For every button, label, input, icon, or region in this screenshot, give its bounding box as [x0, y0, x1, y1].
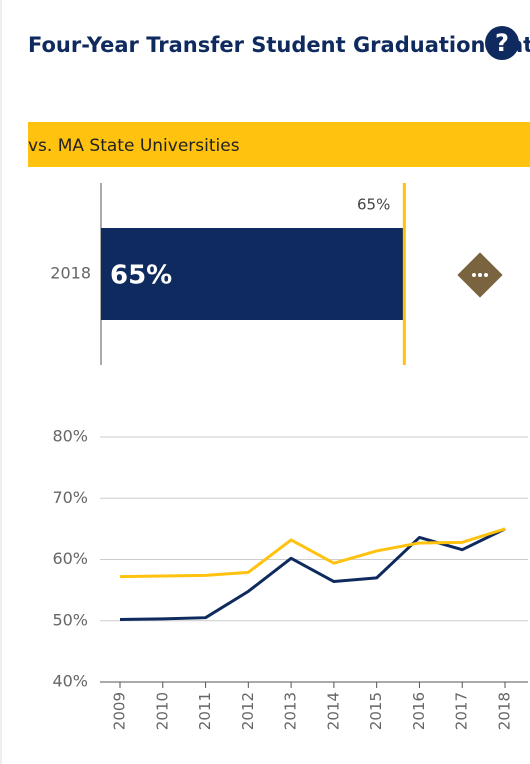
reference-label: 65% [357, 196, 390, 214]
subtitle: vs. MA State Universities [28, 136, 240, 156]
dot [484, 273, 488, 277]
x-tick-label: 2010 [153, 692, 171, 730]
title: Four-Year Transfer Student Graduation Ra… [28, 33, 530, 57]
y-tick-label: 80% [52, 427, 88, 446]
help-button[interactable] [485, 26, 519, 60]
dot [472, 273, 476, 277]
series-line [119, 527, 506, 579]
x-tick-label: 2014 [324, 692, 342, 730]
x-tick-label: 2017 [453, 692, 471, 730]
y-tick-label: 50% [52, 610, 88, 629]
category-label: 2018 [50, 264, 91, 283]
help-icon[interactable]: ? [495, 29, 509, 57]
x-tick-label: 2015 [367, 692, 385, 730]
y-tick-label: 40% [52, 672, 88, 691]
x-tick-label: 2009 [111, 692, 129, 730]
x-tick-label: 2013 [282, 692, 300, 730]
y-tick-label: 60% [52, 549, 88, 568]
x-tick-label: 2011 [196, 692, 214, 730]
x-tick-label: 2016 [410, 692, 428, 730]
subtitle-banner [28, 122, 530, 167]
x-tick-label: 2018 [496, 692, 514, 730]
bar [101, 228, 405, 320]
dot [478, 273, 482, 277]
data-label: 65% [110, 261, 172, 291]
y-tick-label: 70% [52, 488, 88, 507]
x-tick-label: 2012 [239, 692, 257, 730]
